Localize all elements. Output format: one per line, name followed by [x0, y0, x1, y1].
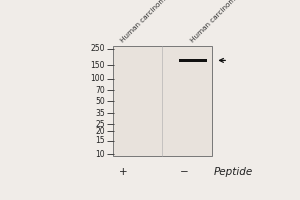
- Text: 150: 150: [91, 61, 105, 70]
- Text: 20: 20: [95, 127, 105, 136]
- Text: 25: 25: [95, 120, 105, 129]
- Text: Human carcinoma: Human carcinoma: [189, 0, 240, 44]
- Bar: [179, 59, 207, 62]
- Text: 10: 10: [95, 150, 105, 159]
- Text: Human carcinoma: Human carcinoma: [119, 0, 170, 44]
- Text: 100: 100: [91, 74, 105, 83]
- Text: +: +: [119, 167, 128, 177]
- Bar: [113, 46, 212, 156]
- Text: −: −: [180, 167, 188, 177]
- Text: 70: 70: [95, 86, 105, 95]
- Text: Peptide: Peptide: [214, 167, 254, 177]
- Text: 35: 35: [95, 109, 105, 118]
- Text: 50: 50: [95, 97, 105, 106]
- Text: 15: 15: [95, 136, 105, 145]
- Text: 250: 250: [91, 44, 105, 53]
